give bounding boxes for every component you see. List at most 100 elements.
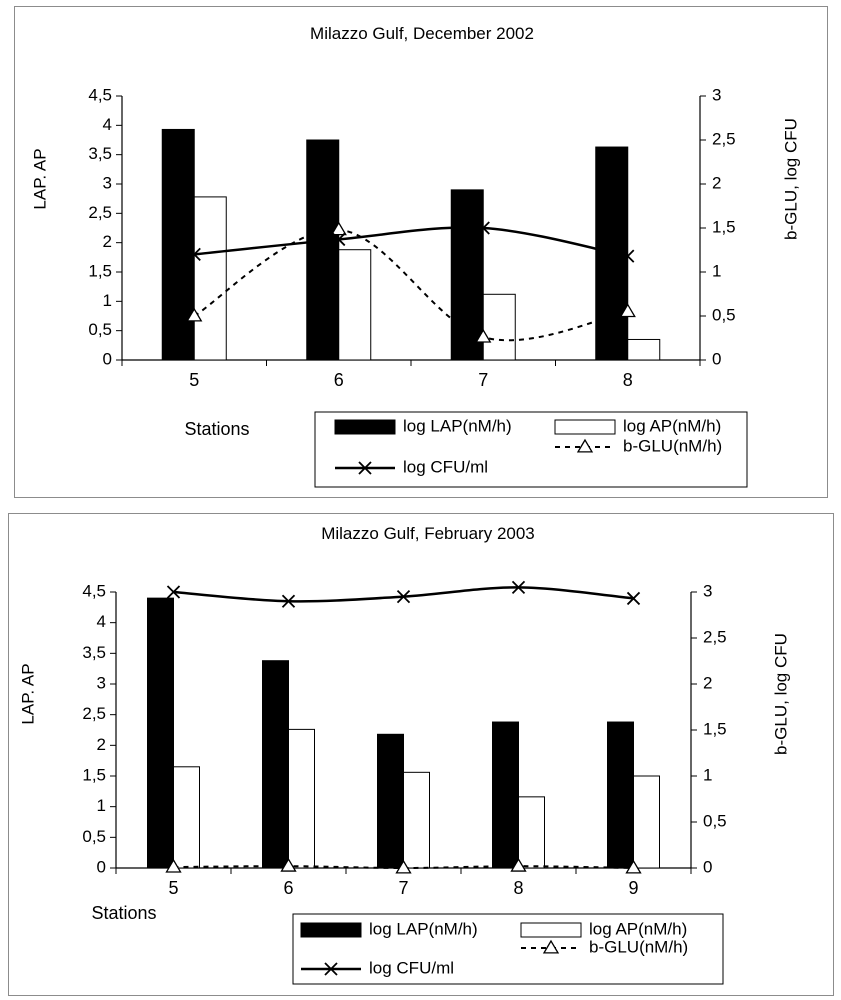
- y-tick-label-right: 3: [703, 581, 712, 600]
- x-tick-label: 7: [398, 878, 408, 898]
- legend-marker-log-cfu: [358, 461, 372, 475]
- bar-log-ap: [627, 338, 661, 361]
- x-tick-label: 6: [283, 878, 293, 898]
- bar-log-ap: [482, 293, 516, 361]
- point-b-glu: [510, 857, 527, 872]
- x-tick-label: 8: [513, 878, 523, 898]
- bar-log-ap: [338, 249, 372, 361]
- legend-label: b-GLU(nM/h): [589, 937, 688, 956]
- x-tick-label: 6: [334, 370, 344, 390]
- point-b-glu: [625, 859, 642, 874]
- y-tick-label-left: 4: [103, 115, 112, 134]
- point-log-cfu: [476, 221, 490, 235]
- x-axis-label: Stations: [91, 903, 156, 923]
- series-line-b-glu: [193, 228, 628, 342]
- series-line-log-cfu: [194, 226, 628, 258]
- y-tick-label-left: 1: [103, 291, 112, 310]
- x-tick-label: 5: [189, 370, 199, 390]
- y-tick-label-right: 0,5: [703, 811, 727, 830]
- y-axis-label-right: b-GLU, log CFU: [771, 633, 790, 755]
- y-tick-label-right: 2,5: [703, 627, 727, 646]
- legend-label: log LAP(nM/h): [403, 416, 512, 435]
- point-log-cfu: [281, 594, 296, 608]
- y-tick-label-left: 0: [97, 857, 106, 876]
- y-tick-label-right: 1: [712, 261, 721, 280]
- bar-log-ap: [518, 796, 545, 869]
- point-b-glu: [475, 328, 492, 343]
- bar-log-ap: [288, 728, 315, 869]
- point-log-cfu: [166, 585, 181, 599]
- chart-february-2003: Milazzo Gulf, February 2003 LAP. AP b-GLU,…: [18, 524, 790, 985]
- bar-log-ap: [193, 196, 227, 361]
- legend-box: [292, 913, 724, 985]
- y-axis-label-left: LAP. AP: [30, 148, 49, 209]
- y-tick-label-right: 1,5: [703, 719, 727, 738]
- legend-label: log LAP(nM/h): [369, 919, 478, 938]
- y-tick-label-right: 0: [712, 349, 721, 368]
- bar-log-lap: [607, 721, 634, 869]
- y-tick-label-right: 2: [703, 673, 712, 692]
- bar-log-lap: [161, 128, 195, 361]
- y-tick-label-left: 0,5: [82, 827, 106, 846]
- legend-marker-b-glu: [576, 438, 594, 453]
- legend-swatch-log-lap: [334, 419, 396, 435]
- y-tick-label-left: 4,5: [82, 581, 106, 600]
- y-tick-label-right: 2,5: [712, 129, 736, 148]
- legend-label: log CFU/ml: [369, 958, 454, 977]
- point-log-cfu: [626, 591, 641, 606]
- legend-swatch-log-ap: [520, 922, 582, 938]
- chart-panel-february-2003: Milazzo Gulf, February 2003 LAP. AP b-GLU,…: [8, 513, 834, 996]
- legend-swatch-log-ap: [554, 419, 616, 435]
- point-b-glu: [186, 307, 203, 322]
- y-tick-label-right: 3: [712, 85, 721, 104]
- chart-december-2002: Milazzo Gulf, December 2002 LAP. AP b-GLU,…: [30, 24, 800, 488]
- bar-log-lap: [377, 733, 404, 869]
- bar-log-ap: [403, 771, 430, 869]
- point-b-glu: [330, 221, 347, 236]
- y-tick-label-left: 1,5: [82, 765, 106, 784]
- bar-log-lap: [262, 660, 289, 869]
- y-axis-label-left: LAP. AP: [18, 663, 37, 724]
- y-tick-label-left: 3: [97, 673, 106, 692]
- point-log-cfu: [511, 580, 526, 595]
- point-log-cfu: [396, 589, 411, 604]
- y-tick-label-right: 1: [703, 765, 712, 784]
- x-tick-label: 7: [478, 370, 488, 390]
- y-tick-label-left: 3,5: [88, 144, 112, 163]
- y-tick-label-left: 3,5: [82, 643, 106, 662]
- y-tick-label-left: 3: [103, 173, 112, 192]
- legend-label: log AP(nM/h): [623, 416, 721, 435]
- y-tick-label-left: 2,5: [82, 704, 106, 723]
- y-tick-label-left: 2: [97, 735, 106, 754]
- y-tick-label-left: 2: [103, 232, 112, 251]
- y-tick-label-right: 2: [712, 173, 721, 192]
- chart-panel-december-2002: Milazzo Gulf, December 2002 LAP. AP b-GLU,…: [14, 6, 828, 498]
- y-tick-label-right: 0,5: [712, 305, 736, 324]
- point-b-glu: [395, 859, 412, 874]
- bar-log-lap: [492, 721, 519, 869]
- point-log-cfu: [621, 249, 635, 263]
- bar-log-lap: [306, 139, 340, 361]
- bar-log-lap: [450, 189, 484, 361]
- legend-label: log AP(nM/h): [589, 919, 687, 938]
- point-log-cfu: [332, 232, 346, 247]
- legend-label: log CFU/ml: [403, 457, 488, 476]
- y-tick-label-right: 1,5: [712, 217, 736, 236]
- legend-marker-b-glu: [542, 939, 560, 954]
- y-tick-label-left: 0: [103, 349, 112, 368]
- legend-marker-log-cfu: [324, 962, 338, 976]
- point-b-glu: [165, 858, 182, 873]
- bar-log-ap: [633, 775, 660, 869]
- x-tick-label: 9: [628, 878, 638, 898]
- x-axis-label: Stations: [184, 419, 249, 439]
- y-tick-label-left: 4,5: [88, 85, 112, 104]
- x-tick-label: 5: [168, 878, 178, 898]
- y-axis-label-right: b-GLU, log CFU: [781, 118, 800, 240]
- legend-label: b-GLU(nM/h): [623, 436, 722, 455]
- point-b-glu: [280, 857, 297, 872]
- point-log-cfu: [187, 247, 201, 262]
- x-tick-label: 8: [623, 370, 633, 390]
- y-tick-label-left: 1: [97, 796, 106, 815]
- legend-swatch-log-lap: [300, 922, 362, 938]
- y-tick-label-left: 2,5: [88, 203, 112, 222]
